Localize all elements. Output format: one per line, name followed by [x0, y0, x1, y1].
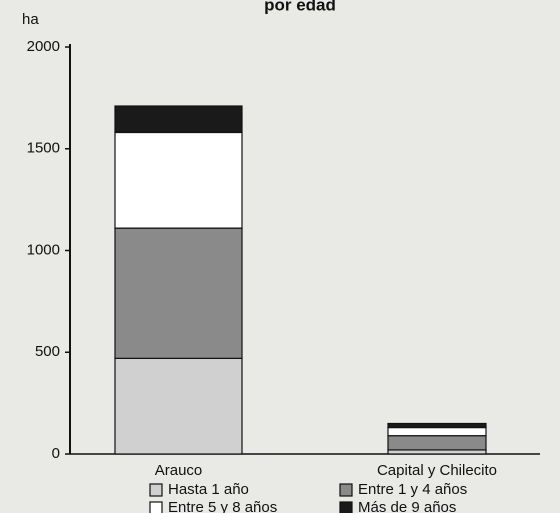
legend-label: Hasta 1 año [168, 481, 249, 498]
bar-segment [114, 131, 243, 229]
bar-segment [387, 449, 487, 455]
bar-segment [114, 227, 243, 359]
x-tick-label: Capital y Chilecito [377, 462, 497, 479]
legend-swatch [339, 483, 353, 497]
legend-swatch [149, 483, 163, 497]
y-tick-label: 2000 [27, 38, 60, 55]
y-axis-label: ha [22, 11, 39, 28]
y-tick-label: 1500 [27, 140, 60, 157]
bar-segment [114, 357, 243, 455]
chart-title: por edad [264, 0, 336, 14]
bar-segment [387, 426, 487, 437]
bar-segment [387, 435, 487, 451]
legend-swatch [149, 501, 163, 513]
x-tick-label: Arauco [155, 462, 203, 479]
bar-segment [387, 422, 487, 429]
y-tick-label: 0 [52, 445, 60, 462]
y-tick-label: 1000 [27, 241, 60, 258]
legend-label: Entre 1 y 4 años [358, 481, 467, 498]
legend-label: Más de 9 años [358, 499, 456, 513]
y-tick-label: 500 [35, 343, 60, 360]
legend-swatch [339, 501, 353, 513]
bar-segment [114, 105, 243, 134]
legend-label: Entre 5 y 8 años [168, 499, 277, 513]
